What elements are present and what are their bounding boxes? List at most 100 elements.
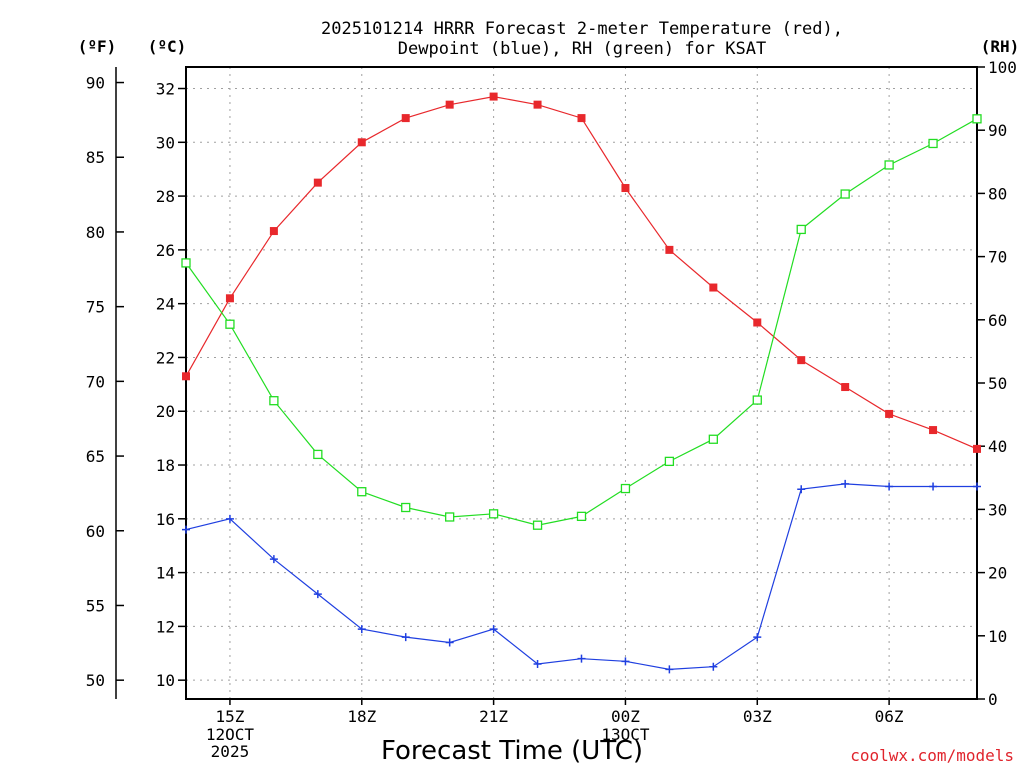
celsius-tick-label: 24 [156,295,175,314]
rh-tick-label: 80 [988,184,1007,203]
temperature-point [885,409,894,418]
rh-point [401,502,411,513]
x-tick-label: 06Z [875,707,904,726]
rh-point [972,114,982,124]
dewpoint-point [929,482,938,491]
celsius-tick-label: 32 [156,80,175,99]
celsius-tick-label: 18 [156,456,175,475]
temperature-point [973,444,981,453]
rh-point [928,138,938,149]
fahrenheit-unit-label: (ºF) [78,37,117,56]
plot-frame [185,66,978,700]
dewpoint-point [753,633,762,642]
celsius-tick-label: 22 [156,348,175,367]
fahrenheit-tick-label: 65 [86,447,105,466]
dewpoint-point [225,514,234,523]
rh-tick-label: 90 [988,121,1007,140]
x-tick-sublabel: 12OCT [206,725,255,744]
dewpoint-point [269,555,278,564]
rh-point [708,434,718,444]
dewpoint-point [533,660,542,669]
dewpoint-point [885,482,894,491]
chart-title: 2025101214 HRRR Forecast 2-meter Tempera… [321,19,843,59]
fahrenheit-tick-label: 70 [86,372,105,391]
fahrenheit-tick-label: 50 [86,671,105,690]
temperature-point [533,100,542,109]
fahrenheit-tick-label: 80 [86,223,105,242]
series-rh [181,114,982,530]
dewpoint-point [489,625,498,634]
dewpoint-point [357,625,366,634]
x-tick-sublabel: 13OCT [601,725,650,744]
dewpoint-point [973,482,981,491]
rh-point [488,509,499,519]
dewpoint-point [445,638,454,647]
temperature-point [841,383,850,392]
celsius-tick-label: 20 [156,402,175,421]
data-series [181,92,982,674]
title-line-2: Dewpoint (blue), RH (green) for KSAT [398,39,766,59]
celsius-tick-label: 10 [156,671,175,690]
x-tick-label: 00Z [611,707,640,726]
dewpoint-point [709,662,718,671]
rh-tick-label: 100 [988,58,1017,77]
temperature-point [269,227,278,236]
rh-tick-label: 20 [988,564,1007,583]
rh-point [532,520,543,530]
dewpoint-point [621,657,630,666]
celsius-tick-label: 30 [156,133,175,152]
dewpoint-point [182,525,190,534]
dewpoint-point [313,590,322,599]
temperature-point [621,184,630,193]
rh-tick-label: 60 [988,311,1007,330]
rh-point [181,258,191,268]
fahrenheit-tick-label: 90 [86,74,105,93]
dewpoint-point [577,654,586,663]
dewpoint-point [797,485,806,494]
dewpoint-point [665,665,674,674]
rh-line [185,118,978,526]
temperature-point [709,283,718,292]
rh-point [620,483,631,494]
celsius-unit-label: (ºC) [148,37,187,56]
x-tick-label: 15Z [215,707,244,726]
celsius-tick-label: 14 [156,564,175,583]
rh-point [884,160,894,170]
temperature-point [401,114,410,123]
rh-point [445,512,455,522]
x-tick-label: 03Z [743,707,772,726]
rh-tick-label: 40 [988,437,1007,456]
rh-tick-label: 50 [988,374,1007,393]
rh-unit-label: (RH) [981,37,1020,56]
temperature-point [313,178,322,187]
rh-point [840,189,850,199]
celsius-tick-label: 12 [156,617,175,636]
temperature-point [577,114,586,123]
rh-tick-label: 0 [988,690,998,709]
temperature-point [445,100,454,109]
fahrenheit-tick-label: 55 [86,596,105,615]
rh-point [269,396,279,406]
temperature-point [753,318,762,327]
fahrenheit-tick-label: 75 [86,298,105,317]
temperature-point [225,294,234,303]
rh-point [313,449,323,460]
rh-tick-label: 70 [988,248,1007,267]
x-axis-label: Forecast Time (UTC) [381,736,643,766]
dewpoint-point [401,633,410,642]
x-tick-label: 18Z [347,707,376,726]
rh-point [664,456,675,467]
temperature-line [185,95,978,450]
series-temperature [182,92,981,453]
series-dewpoint [182,479,981,674]
temperature-point [797,356,806,365]
x-tick-sublabel: 2025 [211,742,250,761]
fahrenheit-tick-label: 60 [86,522,105,541]
x-tick-label: 21Z [479,707,508,726]
rh-point [225,319,235,329]
credit-text: coolwx.com/models [850,746,1014,765]
grid-lines [186,67,977,699]
dewpoint-point [841,479,850,488]
